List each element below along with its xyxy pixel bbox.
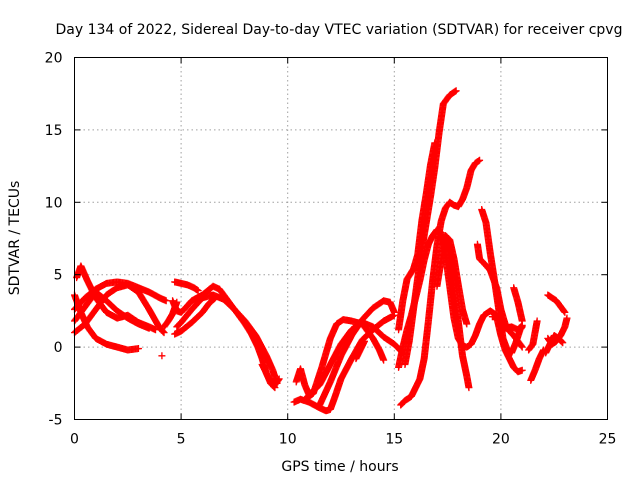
data-point — [145, 324, 153, 332]
data-point — [559, 339, 567, 347]
data-point — [210, 295, 218, 303]
data-point — [194, 287, 202, 295]
data-point — [533, 317, 541, 325]
axes: 0 5 10 15 20 25 -5 0 5 10 15 20 — [45, 51, 617, 448]
data-point — [162, 297, 170, 305]
grid-lines — [74, 57, 608, 420]
x-tick-label: 20 — [492, 432, 510, 448]
data-point — [558, 338, 566, 346]
data-point — [518, 324, 526, 332]
data-point — [518, 317, 526, 325]
x-tick-label: 0 — [70, 432, 79, 448]
data-point — [431, 139, 439, 147]
data-point — [452, 87, 460, 95]
y-tick-label: 10 — [45, 195, 63, 211]
data-points — [71, 87, 571, 415]
data-point — [380, 356, 388, 364]
data-point — [560, 307, 568, 315]
data-point — [561, 308, 569, 316]
data-point — [211, 294, 219, 302]
data-point — [518, 343, 526, 351]
plot-frame — [74, 57, 608, 420]
x-tick-label: 25 — [599, 432, 617, 448]
data-point — [134, 345, 142, 353]
chart-title: Day 134 of 2022, Sidereal Day-to-day VTE… — [56, 22, 623, 38]
data-point — [210, 295, 218, 303]
data-point — [518, 342, 526, 350]
data-point — [158, 352, 166, 360]
x-axis-label: GPS time / hours — [281, 459, 398, 475]
x-tick-label: 10 — [279, 432, 297, 448]
y-tick-label: 5 — [54, 268, 63, 284]
data-point — [159, 327, 167, 335]
x-tick-label: 5 — [177, 432, 186, 448]
y-tick-label: 20 — [45, 51, 63, 67]
y-axis-label: SDTVAR / TECUs — [7, 181, 23, 296]
data-point — [159, 328, 167, 336]
data-point — [275, 375, 283, 383]
data-point — [274, 376, 282, 384]
data-point — [557, 337, 565, 345]
data-point — [476, 156, 484, 164]
x-tick-label: 15 — [385, 432, 403, 448]
data-point — [518, 366, 526, 374]
data-point — [360, 337, 368, 345]
y-tick-label: -5 — [49, 413, 63, 429]
data-point — [465, 384, 473, 392]
y-tick-label: 0 — [54, 340, 63, 356]
data-point — [563, 314, 571, 322]
data-point — [463, 320, 471, 328]
y-tick-label: 15 — [45, 123, 63, 139]
data-point — [390, 308, 398, 316]
data-point — [152, 326, 160, 334]
